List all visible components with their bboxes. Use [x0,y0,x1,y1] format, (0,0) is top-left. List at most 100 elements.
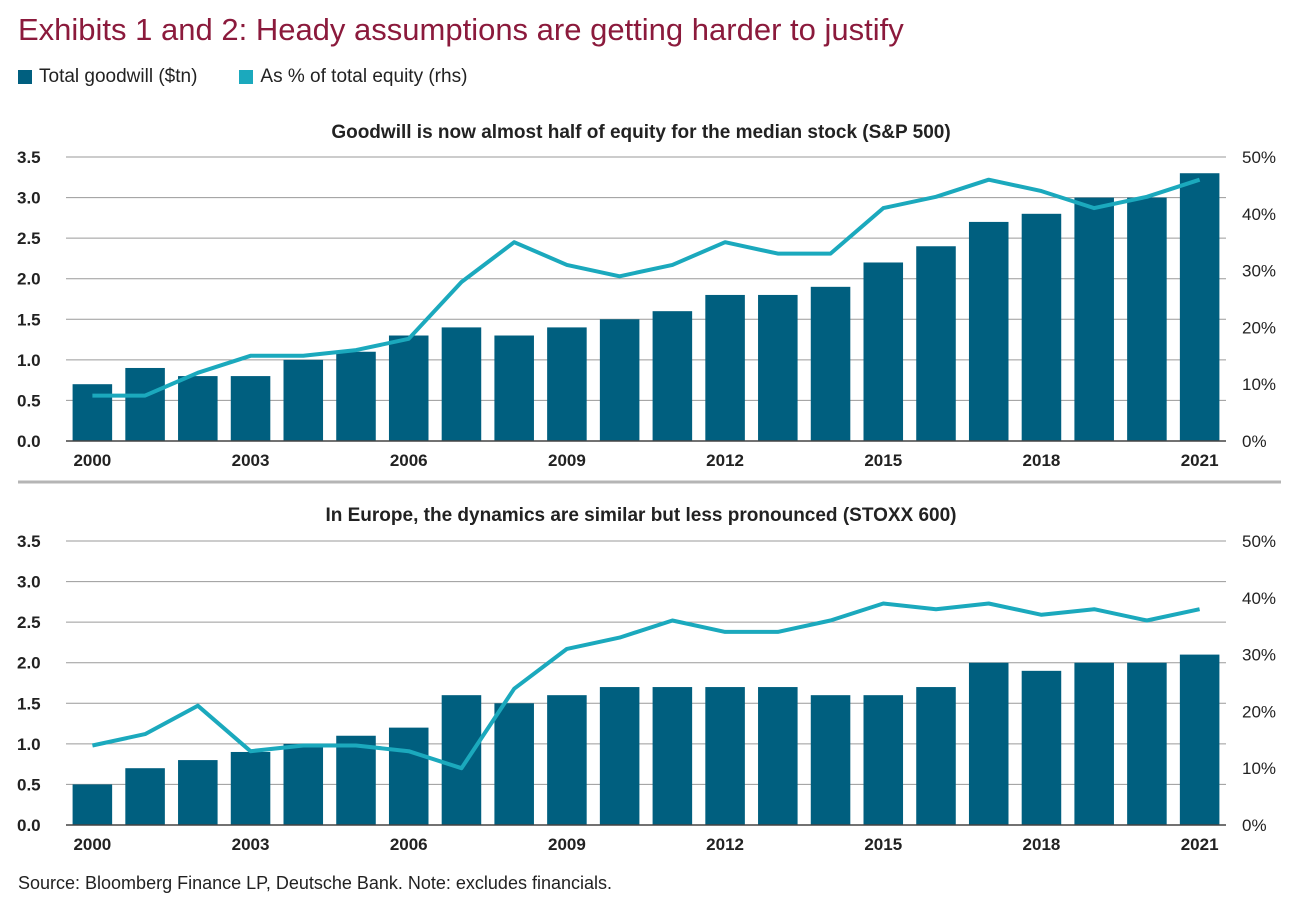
y-tick-label: 0.0 [17,816,41,835]
y-tick-label: 3.0 [17,189,41,208]
y-tick-label: 1.0 [17,735,41,754]
bar-2005 [336,735,376,825]
x-tick-label: 2000 [73,835,111,854]
legend-line-swatch [239,70,254,84]
x-tick-label: 2012 [706,835,744,854]
bar-2019 [1074,197,1114,441]
y2-tick-label: 40% [1242,589,1276,608]
y-tick-label: 2.5 [17,613,41,632]
x-tick-label: 2015 [864,451,902,470]
y-tick-label: 0.5 [17,391,41,410]
x-tick-label: 2018 [1023,835,1061,854]
bar-2010 [599,687,640,825]
bar-2018 [1021,670,1062,825]
bar-2000 [72,384,113,441]
y-tick-label: 0.5 [17,775,41,794]
y2-tick-label: 10% [1242,375,1276,394]
bar-2015 [863,262,904,441]
y-tick-label: 1.5 [17,310,41,329]
bar-2007 [441,695,482,825]
bar-2001 [125,367,165,441]
x-tick-label: 2000 [73,451,111,470]
bar-2013 [758,687,798,825]
bar-2021 [1179,654,1220,825]
bar-2011 [652,687,693,825]
bar-2002 [178,760,218,825]
x-tick-label: 2003 [232,451,270,470]
bar-2009 [547,327,587,441]
y-tick-label: 3.5 [17,148,41,167]
y2-tick-label: 20% [1242,702,1276,721]
bar-2017 [968,662,1009,825]
bar-2003 [230,376,271,441]
bar-2012 [705,687,745,825]
y-tick-label: 2.0 [17,654,41,673]
bar-2006 [388,727,429,825]
bar-2006 [388,335,429,441]
source-note: Source: Bloomberg Finance LP, Deutsche B… [18,873,612,893]
bar-2021 [1179,173,1220,441]
legend-item-bars: Total goodwill ($tn) [18,66,197,88]
bar-2009 [547,695,587,825]
y2-tick-label: 0% [1242,432,1267,451]
bar-2010 [599,319,640,441]
y2-tick-label: 20% [1242,318,1276,337]
equity-share-line [92,177,1201,398]
y-tick-label: 2.0 [17,270,41,289]
y2-tick-label: 30% [1242,646,1276,665]
chart-subtitle: Goodwill is now almost half of equity fo… [331,122,950,143]
x-tick-label: 2009 [548,451,586,470]
legend-line-label: As % of total equity (rhs) [260,66,468,87]
x-tick-label: 2018 [1023,451,1061,470]
x-tick-label: 2015 [864,835,902,854]
legend-item-line: As % of total equity (rhs) [239,66,467,88]
x-tick-label: 2021 [1181,835,1219,854]
page-title: Exhibits 1 and 2: Heady assumptions are … [18,12,904,47]
y2-tick-label: 10% [1242,759,1276,778]
y-tick-label: 1.0 [17,351,41,370]
x-tick-label: 2006 [390,835,428,854]
bar-2014 [810,286,851,441]
y-tick-label: 3.5 [17,532,41,551]
x-tick-label: 2009 [548,835,586,854]
bar-2001 [125,768,165,825]
legend-bar-label: Total goodwill ($tn) [39,66,198,87]
bar-2014 [810,695,851,825]
bar-2016 [916,687,956,825]
x-tick-label: 2021 [1181,451,1219,470]
bar-2020 [1127,662,1167,825]
bar-2002 [178,376,218,441]
y-tick-label: 2.5 [17,229,41,248]
bar-2017 [968,221,1009,441]
y2-tick-label: 0% [1242,816,1267,835]
y2-tick-label: 50% [1242,532,1276,551]
y2-tick-label: 50% [1242,148,1276,167]
x-tick-label: 2006 [390,451,428,470]
bar-2015 [863,695,904,825]
bar-2004 [283,743,324,825]
bar-2008 [494,335,534,441]
legend-bar-swatch [18,70,32,84]
bar-2018 [1021,213,1062,441]
equity-share-line [91,601,1201,771]
chart-subtitle: In Europe, the dynamics are similar but … [325,505,956,526]
x-tick-label: 2012 [706,451,744,470]
x-tick-label: 2003 [232,835,270,854]
chart-panel-1: Goodwill is now almost half of equity fo… [17,122,1276,470]
bar-2007 [441,327,482,441]
bar-2020 [1127,197,1167,441]
y-tick-label: 1.5 [17,694,41,713]
bar-2011 [652,311,693,441]
bar-2016 [916,246,956,441]
chart-panel-2: In Europe, the dynamics are similar but … [17,505,1276,854]
y-tick-label: 3.0 [17,573,41,592]
y-tick-label: 0.0 [17,432,41,451]
y2-tick-label: 40% [1242,205,1276,224]
bar-2003 [230,751,271,825]
bar-2004 [283,359,324,441]
bar-2013 [758,294,798,441]
bar-2000 [72,784,113,825]
legend: Total goodwill ($tn) As % of total equit… [18,66,509,88]
bar-2005 [336,351,376,441]
bar-2019 [1074,662,1114,825]
